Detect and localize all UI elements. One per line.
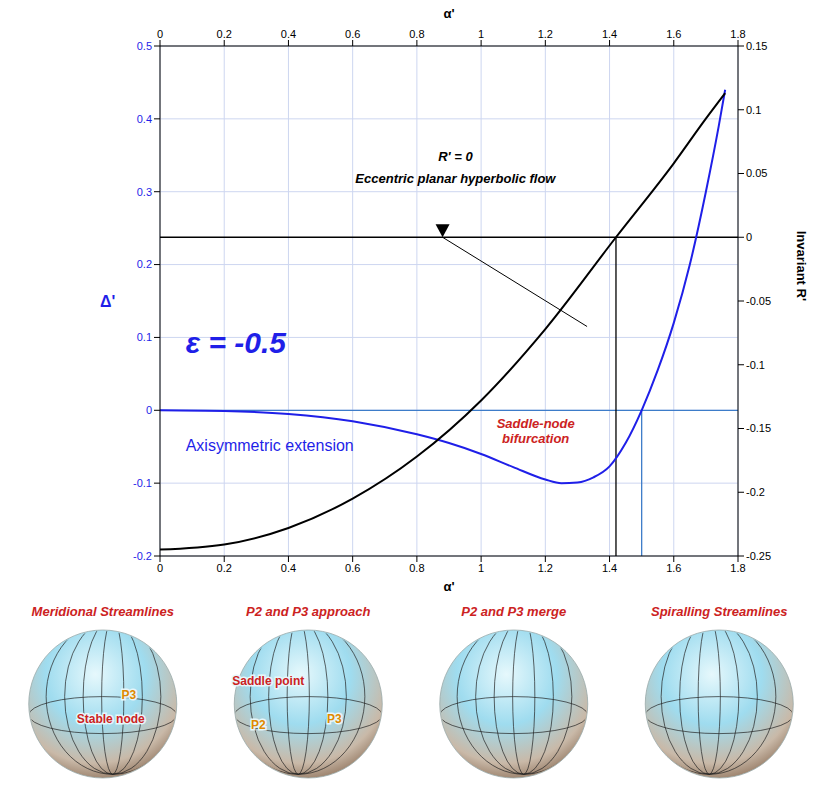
svg-text:Meridional Streamlines: Meridional Streamlines [32,604,174,619]
svg-text:Δ': Δ' [100,293,115,310]
svg-text:1.2: 1.2 [538,562,553,574]
svg-text:0: 0 [157,28,163,40]
svg-text:0.5: 0.5 [137,40,152,52]
svg-text:0.1: 0.1 [746,104,761,116]
svg-text:α': α' [443,579,454,594]
svg-text:0.4: 0.4 [281,28,296,40]
svg-text:0.8: 0.8 [409,28,424,40]
svg-text:P2: P2 [251,718,266,732]
svg-text:Saddle-nodebifurcation: Saddle-nodebifurcation [497,416,575,447]
svg-text:1.6: 1.6 [666,28,681,40]
svg-text:P2 and P3 approach: P2 and P3 approach [246,604,370,619]
svg-text:0.3: 0.3 [137,186,152,198]
svg-text:Saddle point: Saddle point [232,674,304,688]
svg-text:1: 1 [478,562,484,574]
svg-text:Invariant R': Invariant R' [794,231,809,301]
svg-text:-0.15: -0.15 [746,422,771,434]
svg-text:0.05: 0.05 [746,167,767,179]
svg-text:-0.2: -0.2 [133,550,152,562]
svg-text:-0.1: -0.1 [746,359,765,371]
svg-text:0.2: 0.2 [217,562,232,574]
svg-text:Eccentric planar hyperbolic fl: Eccentric planar hyperbolic flow [355,171,556,186]
svg-text:0.8: 0.8 [409,562,424,574]
svg-text:Stable node: Stable node [77,712,145,726]
svg-text:1.4: 1.4 [602,562,617,574]
svg-text:0: 0 [157,562,163,574]
svg-text:-0.2: -0.2 [746,486,765,498]
svg-text:1.6: 1.6 [666,562,681,574]
svg-text:0: 0 [746,231,752,243]
svg-text:P3: P3 [327,712,342,726]
svg-text:Spiralling Streamlines: Spiralling Streamlines [651,604,788,619]
svg-text:α': α' [443,6,454,21]
svg-text:0.6: 0.6 [345,562,360,574]
svg-text:-0.25: -0.25 [746,550,771,562]
svg-text:-0.05: -0.05 [746,295,771,307]
svg-text:P2 and P3 merge: P2 and P3 merge [461,604,566,619]
svg-text:1.8: 1.8 [730,28,745,40]
svg-text:1: 1 [478,28,484,40]
svg-text:-0.1: -0.1 [133,477,152,489]
svg-text:0.2: 0.2 [217,28,232,40]
svg-text:0.2: 0.2 [137,258,152,270]
svg-text:0.15: 0.15 [746,40,767,52]
svg-text:0.6: 0.6 [345,28,360,40]
svg-text:1.4: 1.4 [602,28,617,40]
svg-text:1.8: 1.8 [730,562,745,574]
svg-text:P3: P3 [121,688,136,702]
svg-text:0.4: 0.4 [281,562,296,574]
svg-text:0.1: 0.1 [137,331,152,343]
svg-text:0.4: 0.4 [137,113,152,125]
svg-text:R' = 0: R' = 0 [438,150,473,165]
svg-text:0: 0 [146,404,152,416]
svg-text:1.2: 1.2 [538,28,553,40]
svg-text:ε = -0.5: ε = -0.5 [186,326,288,359]
svg-text:Axisymmetric extension: Axisymmetric extension [186,437,354,454]
